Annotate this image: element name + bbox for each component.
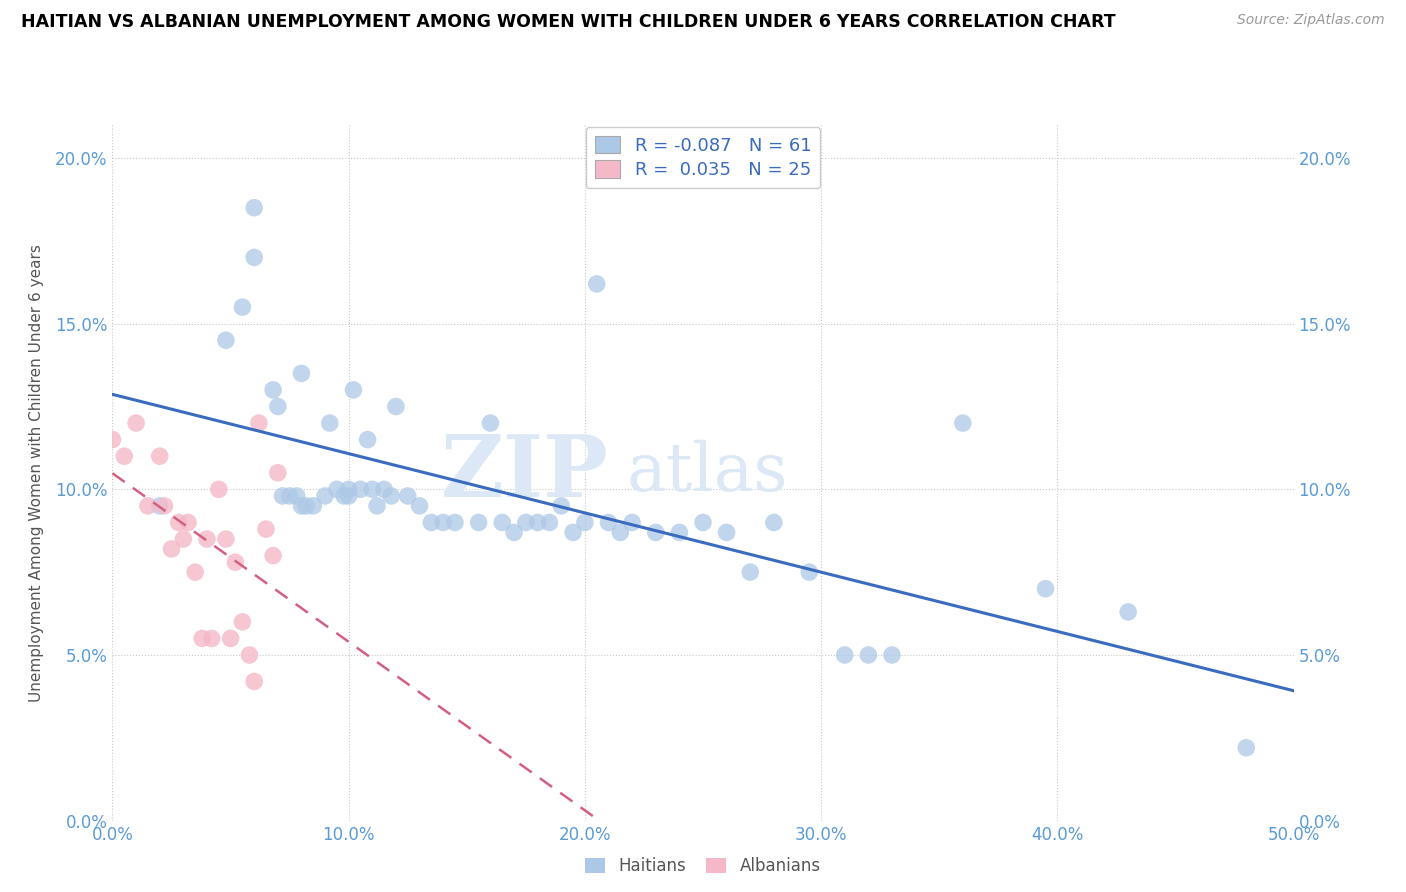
Point (238, 648, 260, 662)
Point (243, 251, 266, 265)
Point (278, 489, 301, 503)
Point (337, 483, 360, 497)
Point (550, 499, 572, 513)
Point (167, 516, 190, 530)
Point (373, 483, 395, 497)
Point (420, 516, 443, 530)
Point (361, 483, 384, 497)
Point (380, 489, 402, 503)
Point (191, 632, 214, 646)
Point (880, 648, 903, 662)
Point (262, 549, 284, 563)
Point (101, 433, 124, 447)
Text: atlas: atlas (626, 440, 787, 506)
Text: HAITIAN VS ALBANIAN UNEMPLOYMENT AMONG WOMEN WITH CHILDREN UNDER 6 YEARS CORRELA: HAITIAN VS ALBANIAN UNEMPLOYMENT AMONG W… (21, 13, 1116, 31)
Point (172, 532, 194, 546)
Point (526, 516, 548, 530)
Point (333, 489, 356, 503)
Point (538, 516, 561, 530)
Point (834, 648, 856, 662)
Point (295, 499, 318, 513)
Point (290, 499, 312, 513)
Point (262, 383, 284, 397)
Point (609, 525, 631, 540)
Point (396, 489, 419, 503)
Point (201, 632, 224, 646)
Point (858, 648, 880, 662)
Point (215, 333, 238, 347)
Point (491, 516, 513, 530)
Point (177, 516, 200, 530)
Point (668, 525, 690, 540)
Point (515, 516, 537, 530)
Point (385, 400, 408, 414)
Point (112, 449, 135, 463)
Point (444, 516, 467, 530)
Point (231, 615, 253, 629)
Point (1035, 582, 1057, 596)
Point (799, 565, 821, 579)
Point (319, 416, 342, 430)
Point (479, 416, 502, 430)
Point (267, 400, 290, 414)
Point (219, 632, 242, 646)
Point (562, 525, 585, 540)
Point (356, 433, 378, 447)
Point (644, 525, 666, 540)
Point (153, 499, 176, 513)
Point (149, 499, 172, 513)
Point (149, 449, 172, 463)
Point (136, 499, 159, 513)
Point (247, 416, 270, 430)
Point (598, 516, 620, 530)
Point (326, 483, 349, 497)
Text: Source: ZipAtlas.com: Source: ZipAtlas.com (1237, 13, 1385, 28)
Point (585, 277, 607, 291)
Point (224, 555, 246, 569)
Point (1234, 740, 1257, 755)
Point (503, 525, 526, 540)
Point (762, 516, 785, 530)
Point (349, 483, 371, 497)
Point (302, 499, 325, 513)
Point (160, 541, 183, 556)
Point (271, 489, 294, 503)
Point (125, 416, 148, 430)
Point (290, 367, 312, 381)
Legend: Haitians, Albanians: Haitians, Albanians (578, 851, 828, 882)
Point (1116, 605, 1139, 619)
Point (337, 489, 360, 503)
Point (243, 201, 266, 215)
Point (285, 489, 308, 503)
Point (574, 516, 596, 530)
Point (195, 532, 218, 546)
Point (184, 565, 207, 579)
Point (692, 516, 714, 530)
Point (716, 525, 738, 540)
Point (231, 300, 253, 314)
Point (467, 516, 489, 530)
Y-axis label: Unemployment Among Women with Children Under 6 years: Unemployment Among Women with Children U… (30, 244, 44, 702)
Point (740, 565, 762, 579)
Point (432, 516, 454, 530)
Point (408, 499, 430, 513)
Point (314, 489, 336, 503)
Point (342, 383, 364, 397)
Point (254, 522, 277, 536)
Point (243, 674, 266, 689)
Point (215, 532, 238, 546)
Point (621, 516, 644, 530)
Point (366, 499, 388, 513)
Text: ZIP: ZIP (440, 431, 609, 515)
Point (952, 416, 974, 430)
Point (208, 483, 231, 497)
Point (267, 466, 290, 480)
